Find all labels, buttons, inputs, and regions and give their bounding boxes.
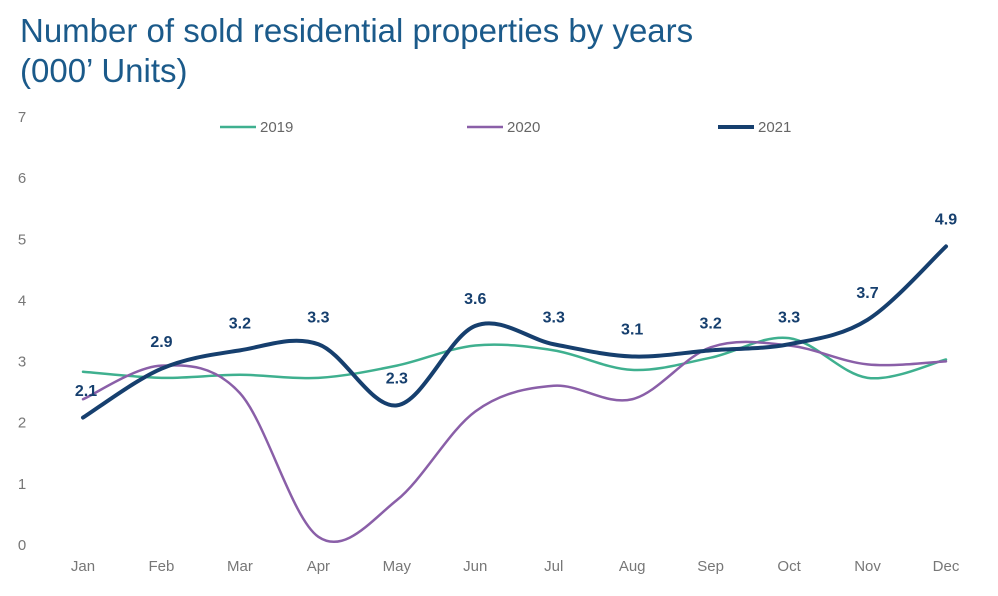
y-tick-label: 3 xyxy=(18,354,26,371)
x-tick-label: Apr xyxy=(307,558,330,575)
y-tick-label: 2 xyxy=(18,415,26,432)
data-label: 3.6 xyxy=(464,291,486,308)
data-label: 2.9 xyxy=(150,334,172,351)
legend-label: 2021 xyxy=(758,119,791,136)
data-label: 3.1 xyxy=(621,322,643,339)
legend-label: 2019 xyxy=(260,119,293,136)
x-tick-label: Aug xyxy=(619,558,646,575)
data-label: 3.3 xyxy=(307,309,329,326)
x-tick-label: Jul xyxy=(544,558,563,575)
y-tick-label: 5 xyxy=(18,231,26,248)
series-line xyxy=(81,340,948,544)
chart-subtitle: (000’ Units) xyxy=(20,52,188,89)
legend-label: 2020 xyxy=(507,119,540,136)
y-tick-label: 7 xyxy=(18,109,26,126)
x-tick-label: Mar xyxy=(227,558,253,575)
x-tick-label: Feb xyxy=(149,558,175,575)
chart-title: Number of sold residential properties by… xyxy=(20,12,693,49)
x-tick-label: Nov xyxy=(854,558,881,575)
x-tick-label: Jan xyxy=(71,558,95,575)
x-tick-label: Sep xyxy=(697,558,724,575)
x-tick-label: Dec xyxy=(933,558,960,575)
data-label: 3.7 xyxy=(856,285,878,302)
y-tick-label: 4 xyxy=(18,292,26,309)
x-tick-label: Oct xyxy=(777,558,801,575)
data-label: 2.3 xyxy=(386,371,408,388)
data-label: 4.9 xyxy=(935,212,957,229)
series-line xyxy=(81,244,948,420)
data-label: 3.3 xyxy=(778,309,800,326)
y-tick-label: 1 xyxy=(18,476,26,493)
data-label: 3.2 xyxy=(700,316,722,333)
data-label: 3.2 xyxy=(229,316,251,333)
data-label: 3.3 xyxy=(543,309,565,326)
x-tick-label: Jun xyxy=(463,558,487,575)
y-tick-label: 6 xyxy=(18,170,26,187)
data-label: 2.1 xyxy=(75,383,97,400)
y-tick-label: 0 xyxy=(18,537,26,554)
x-tick-label: May xyxy=(383,558,412,575)
